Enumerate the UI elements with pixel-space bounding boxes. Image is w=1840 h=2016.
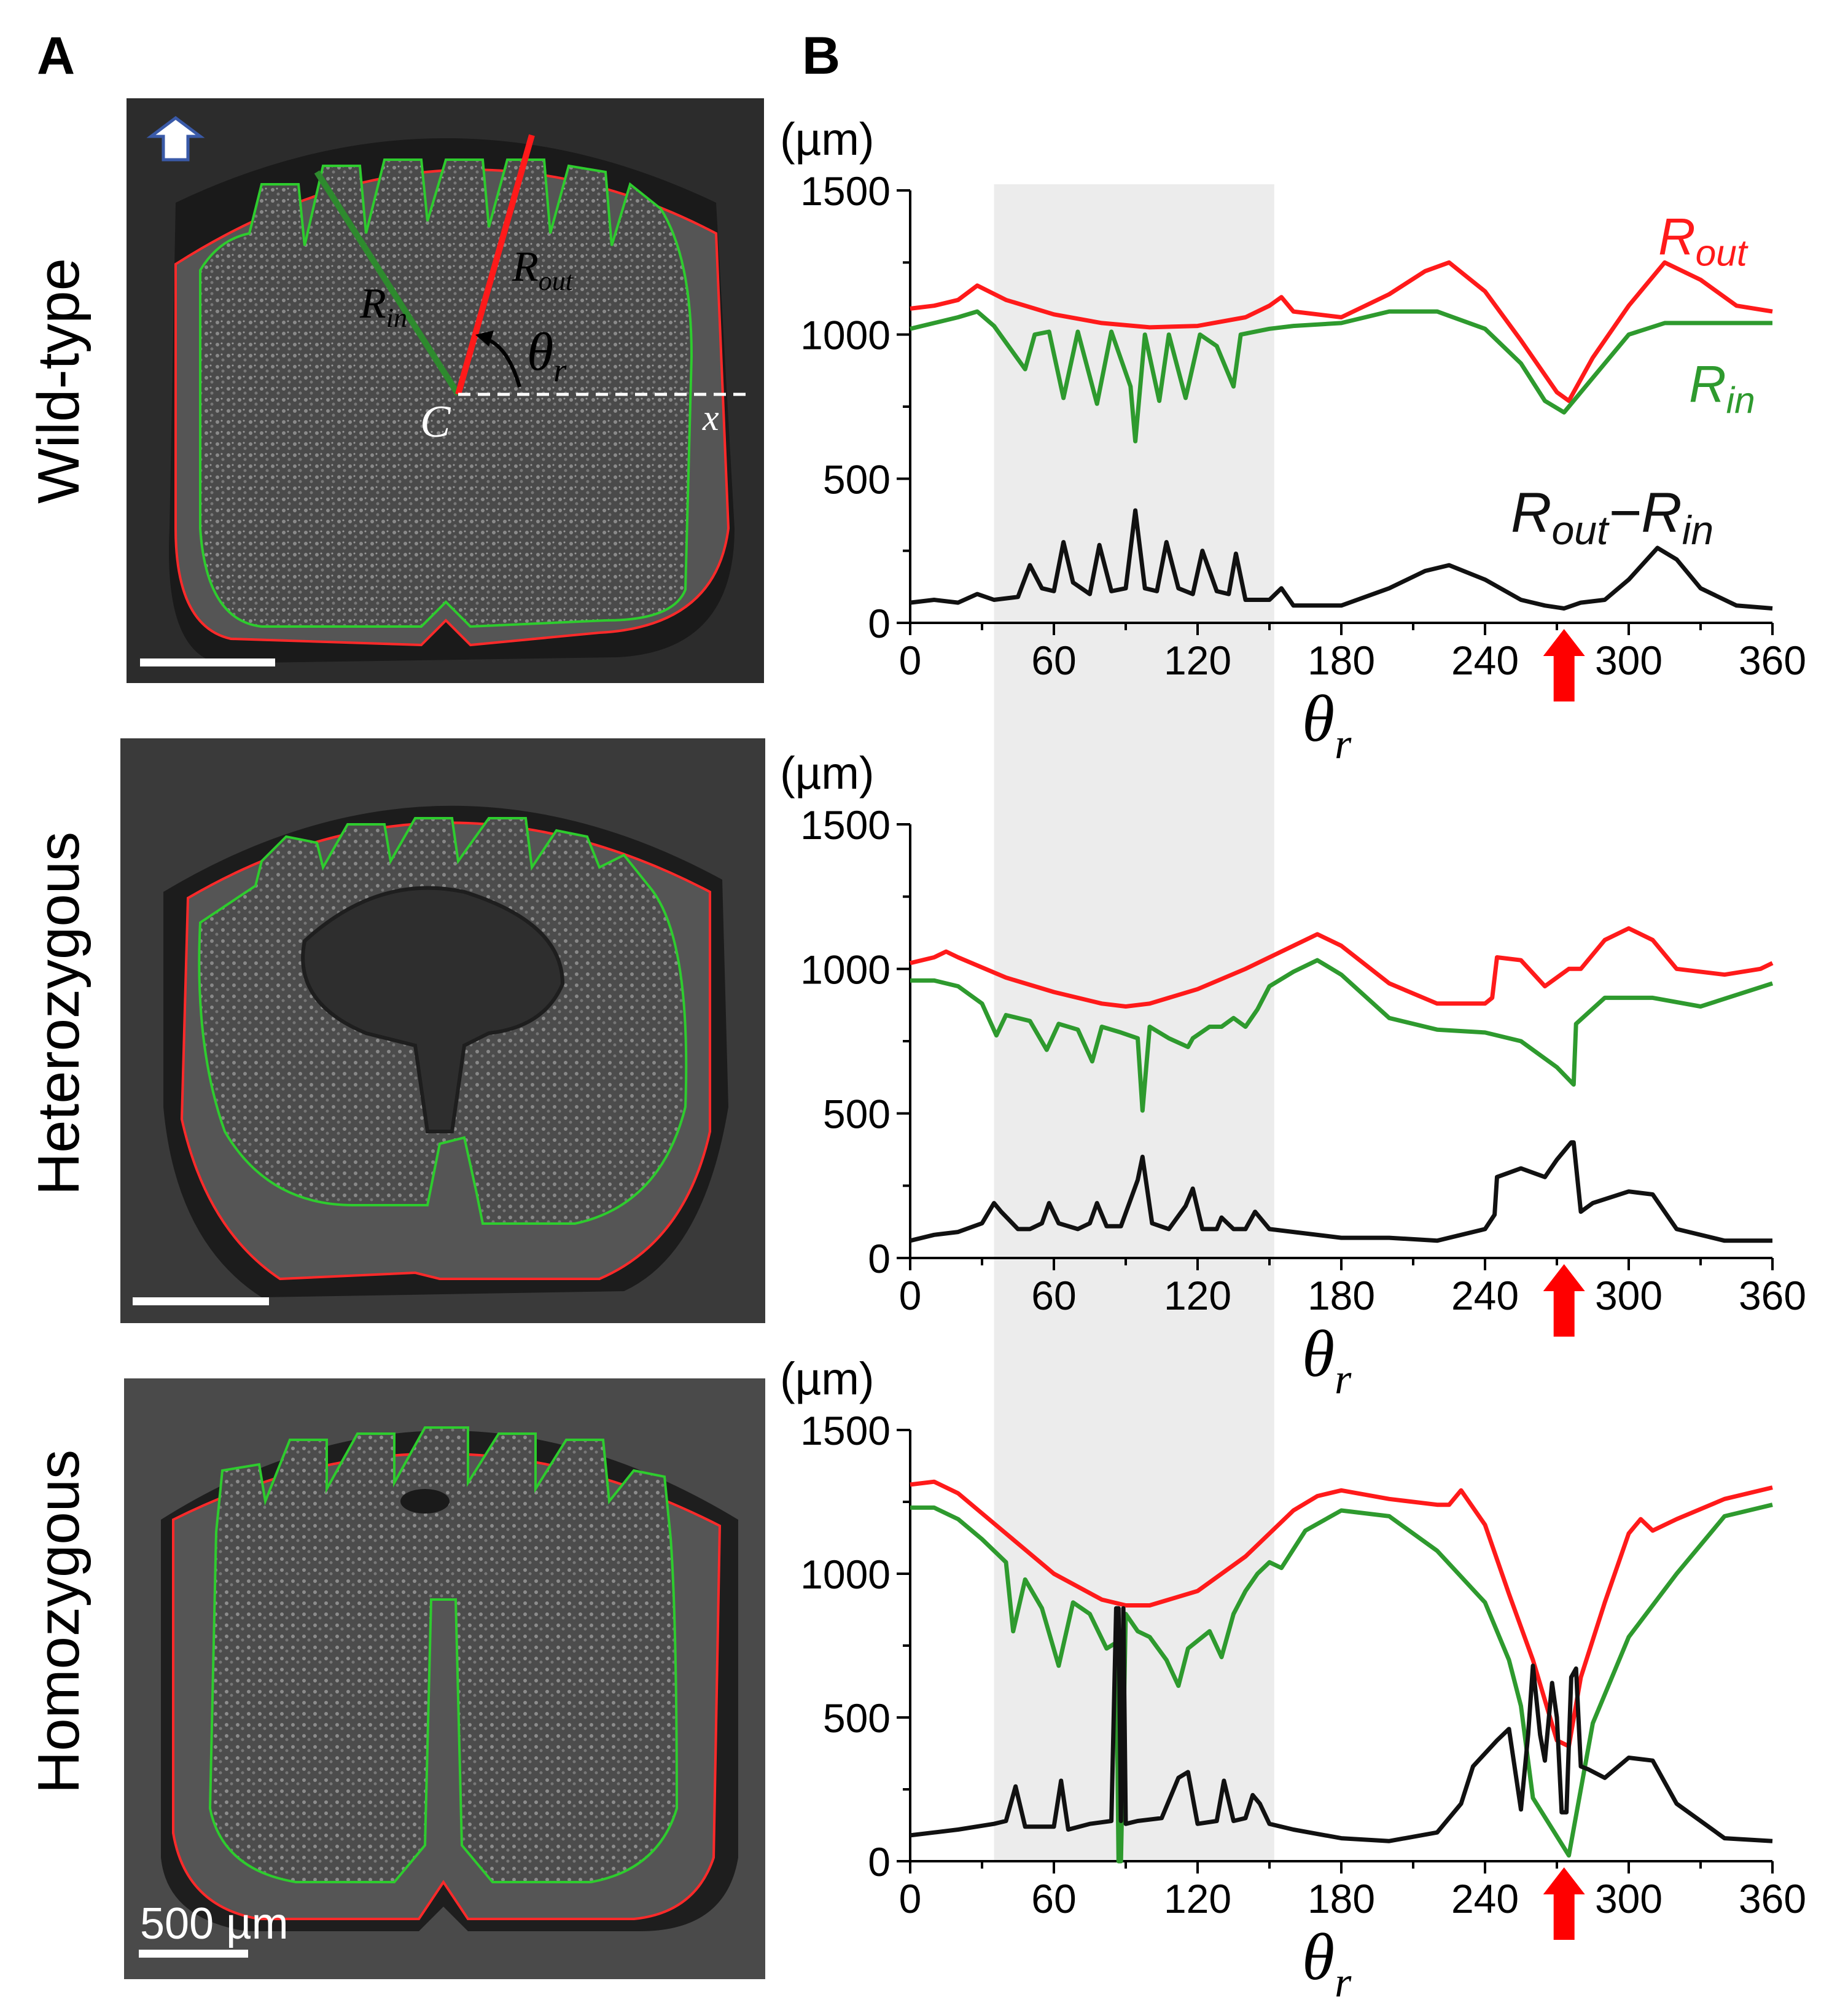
chart2-xtick-label: 60 [1031,1273,1076,1318]
chart3-xlabel: θr [1302,1921,1352,2006]
chart1-xtick-label: 300 [1595,638,1663,683]
chart1-xtick-label: 360 [1739,638,1806,683]
chart2-arrow-icon [1543,1264,1585,1337]
chart3-xtick-label: 60 [1031,1876,1076,1921]
chart2-xtick-label: 120 [1164,1273,1231,1318]
chart3-xtick-label: 0 [899,1876,922,1921]
chart2-ytick-label: 500 [823,1092,891,1137]
chart3-ytick-label: 500 [823,1695,891,1741]
chart1-xlabel: θr [1302,682,1352,768]
chart2-ylabel: (µm) [780,748,875,799]
panel-label-b: B [802,26,841,85]
scale-bar [139,1950,248,1958]
chart3-xtick-label: 180 [1308,1876,1375,1921]
scale-bar [133,1297,269,1305]
chart2-ytick-label: 0 [868,1236,891,1281]
legend-r-out: Rout [1658,208,1748,273]
micrograph-homozygous: 500 µm [124,1378,765,1979]
chart3-ylabel: (µm) [780,1353,875,1404]
chart3-xtick-label: 300 [1595,1876,1663,1921]
chart3-series-Rin [910,1502,1773,1864]
chart1-series-Rout−Rin [910,508,1773,611]
chart3-arrow-icon [1543,1867,1585,1940]
chart1-xtick-label: 120 [1164,638,1231,683]
inner-contour [199,158,693,628]
label-theta-r: θr [527,322,567,389]
label-x-axis: x [703,397,719,438]
chart2-series-Rout−Rin [910,1140,1772,1243]
chart1-xtick-label: 0 [899,638,922,683]
r-out-line [455,134,535,396]
chart2-ytick-label: 1500 [800,802,891,848]
chart1-ytick-label: 0 [868,601,891,646]
label-theta-sub: r [553,351,567,389]
label-r-in: Rin [360,280,407,333]
chart3-xtick-label: 240 [1451,1876,1519,1921]
micrograph-wild-type: Rin Rout θr C x [127,98,764,683]
chart3-ytick-label: 1500 [800,1408,891,1453]
chart2-xtick-label: 300 [1595,1273,1663,1318]
chart3-ytick-label: 1000 [800,1552,891,1597]
legend-r-in: Rin [1689,355,1755,421]
chart2-series-Rout [910,926,1774,1009]
chart3-ytick-label: 0 [868,1839,891,1885]
chart3-xtick-label: 120 [1164,1876,1231,1921]
label-r-out-sub: out [538,266,573,296]
chart2-xtick-label: 240 [1451,1273,1519,1318]
chart1-ytick-label: 500 [823,456,891,502]
chart2-xtick-label: 180 [1308,1273,1375,1318]
chart2-ytick-label: 1000 [800,947,891,992]
chart3-series-Rout [910,1479,1773,1749]
theta-arrow-icon [475,330,494,346]
chart1-arrow-icon [1543,629,1585,701]
chart1-series-Rout [910,260,1773,404]
chart2-series-Rin [910,958,1774,1113]
chart1-series-Rin [910,309,1772,443]
inner-contour [208,1426,679,1883]
label-r-out: Rout [512,243,573,296]
r-in-line [314,170,461,396]
chart1-ytick-label: 1000 [800,313,891,358]
micrograph-heterozygous [120,738,765,1323]
legend-r-diff: Rout−Rin [1511,482,1713,553]
chart3-xtick-label: 360 [1739,1876,1806,1921]
chart3-series-Rout−Rin [910,1606,1773,1843]
chart1-xtick-label: 180 [1308,638,1375,683]
chart2-xtick-label: 360 [1739,1273,1806,1318]
chart1-ytick-label: 1500 [800,168,891,214]
panel-label-a: A [37,26,76,85]
up-arrow-icon [146,115,205,162]
chart1-ylabel: (µm) [780,114,875,165]
scale-bar [140,658,275,666]
scale-bar-label: 500 µm [140,1899,289,1948]
label-r-in-sub: in [386,303,407,333]
label-center-c: C [420,397,451,447]
chart1-xtick-label: 60 [1031,638,1076,683]
chart2-xlabel: θr [1302,1318,1352,1403]
chart2-xtick-label: 0 [899,1273,922,1318]
chart1-xtick-label: 240 [1451,638,1519,683]
